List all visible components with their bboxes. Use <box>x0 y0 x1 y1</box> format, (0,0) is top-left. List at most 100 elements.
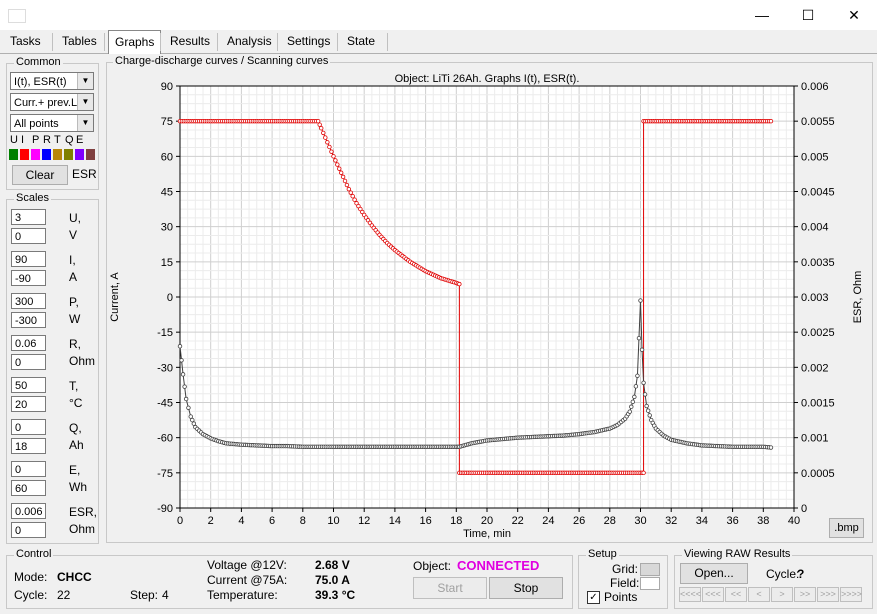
y-tick-label: 45 <box>161 187 173 199</box>
channel-color-swatch[interactable] <box>86 149 95 160</box>
scale-unit-label: V <box>69 228 78 242</box>
channel-color-swatch[interactable] <box>64 149 73 160</box>
channel-color-swatch[interactable] <box>75 149 84 160</box>
channel-letter-i: I <box>21 134 25 146</box>
raw-nav-button[interactable]: >>>> <box>840 587 862 602</box>
object-status: CONNECTED <box>457 558 540 573</box>
tab-divider <box>0 53 877 54</box>
chevron-down-icon: ▼ <box>77 115 93 131</box>
scale-min-input[interactable]: 0 <box>11 354 46 370</box>
voltage-label: Voltage @12V: <box>207 558 287 572</box>
data-point <box>627 409 632 414</box>
scale-max-input[interactable]: 0.06 <box>11 335 46 351</box>
x-tick-label: 16 <box>419 515 431 527</box>
raw-nav-button[interactable]: > <box>771 587 793 602</box>
scale-min-input[interactable]: 20 <box>11 396 46 412</box>
channel-color-swatch[interactable] <box>9 149 18 160</box>
data-point <box>358 206 363 212</box>
points-select[interactable]: All points ▼ <box>10 114 94 132</box>
grid-color-swatch[interactable] <box>640 563 660 576</box>
minimize-button[interactable]: — <box>755 7 769 23</box>
scale-max-input[interactable]: 0 <box>11 419 46 435</box>
scale-name-label: P, <box>69 295 79 309</box>
scale-unit-label: Ah <box>69 438 84 452</box>
tab-graphs[interactable]: Graphs <box>108 30 162 54</box>
scale-max-input[interactable]: 0 <box>11 461 46 477</box>
raw-nav-button[interactable]: << <box>725 587 747 602</box>
data-point <box>350 193 355 199</box>
tab-analysis[interactable]: Analysis <box>227 34 272 48</box>
x-tick-label: 4 <box>238 515 244 527</box>
curve-select[interactable]: Curr.+ prev.L ▼ <box>10 93 94 111</box>
close-button[interactable]: ✕ <box>848 6 860 23</box>
data-point <box>768 445 774 450</box>
scale-min-input[interactable]: 60 <box>11 480 46 496</box>
points-checkbox[interactable]: ✓ <box>587 591 600 604</box>
control-title: Control <box>14 548 54 560</box>
x-tick-label: 0 <box>177 515 183 527</box>
data-point <box>632 394 637 400</box>
channel-color-swatch[interactable] <box>42 149 51 160</box>
mode-value: CHCC <box>57 570 92 584</box>
channel-color-swatch[interactable] <box>20 149 29 160</box>
raw-nav-button[interactable]: >>> <box>817 587 839 602</box>
channel-color-swatch[interactable] <box>31 149 40 160</box>
tab-tables[interactable]: Tables <box>62 34 97 48</box>
scale-min-input[interactable]: 0 <box>11 522 46 538</box>
data-point <box>768 118 774 124</box>
data-point <box>641 470 646 476</box>
control-group <box>6 555 573 609</box>
channel-color-swatch[interactable] <box>53 149 62 160</box>
data-point <box>327 144 332 150</box>
y2-tick-label: 0.0055 <box>801 116 835 128</box>
channel-letter-e: E <box>76 134 84 146</box>
x-tick-label: 2 <box>208 515 214 527</box>
clear-button[interactable]: Clear <box>12 165 68 185</box>
scale-min-input[interactable]: -90 <box>11 270 46 286</box>
raw-nav-button[interactable]: >> <box>794 587 816 602</box>
tab-state[interactable]: State <box>347 34 376 48</box>
stop-button[interactable]: Stop <box>489 577 563 599</box>
maximize-button[interactable]: ☐ <box>801 6 815 23</box>
data-point <box>315 118 321 124</box>
scale-min-input[interactable]: -300 <box>11 312 46 328</box>
data-point <box>644 403 649 409</box>
raw-nav-button[interactable]: <<< <box>702 587 724 602</box>
data-point <box>319 126 324 131</box>
data-point <box>180 372 186 377</box>
y2-tick-label: 0.0015 <box>801 398 835 410</box>
data-point <box>182 384 187 389</box>
raw-nav-button[interactable]: <<<< <box>679 587 701 602</box>
tab-settings[interactable]: Settings <box>287 34 331 48</box>
raw-cycle-label: Cycle: <box>766 567 800 581</box>
scale-unit-label: W <box>69 312 81 326</box>
curve-select-value: Curr.+ prev.L <box>14 97 78 109</box>
scale-max-input[interactable]: 0.006 <box>11 503 46 519</box>
open-raw-button[interactable]: Open... <box>680 563 748 584</box>
tab-results[interactable]: Results <box>170 34 211 48</box>
step-value: 4 <box>162 588 169 602</box>
title-bar <box>0 0 877 30</box>
scale-max-input[interactable]: 3 <box>11 209 46 225</box>
x-tick-label: 34 <box>696 515 708 527</box>
scale-max-input[interactable]: 300 <box>11 293 46 309</box>
start-button[interactable]: Start <box>413 577 487 599</box>
points-label: Points <box>604 590 638 604</box>
graph-select[interactable]: I(t), ESR(t) ▼ <box>10 72 94 90</box>
x-tick-label: 36 <box>726 515 738 527</box>
scale-unit-label: °C <box>69 396 83 410</box>
scale-max-input[interactable]: 50 <box>11 377 46 393</box>
data-point <box>338 170 344 175</box>
scales-title: Scales <box>14 192 52 204</box>
tab-tasks[interactable]: Tasks <box>10 34 41 48</box>
field-color-swatch[interactable] <box>640 577 660 590</box>
y2-tick-label: 0.002 <box>801 362 829 374</box>
scale-min-input[interactable]: 0 <box>11 228 46 244</box>
scale-max-input[interactable]: 90 <box>11 251 46 267</box>
scale-min-input[interactable]: 18 <box>11 438 46 454</box>
y-tick-label: -15 <box>157 327 173 339</box>
save-bmp-button[interactable]: .bmp <box>829 518 864 538</box>
x-tick-label: 38 <box>757 515 769 527</box>
data-point <box>186 405 191 410</box>
raw-nav-button[interactable]: < <box>748 587 770 602</box>
